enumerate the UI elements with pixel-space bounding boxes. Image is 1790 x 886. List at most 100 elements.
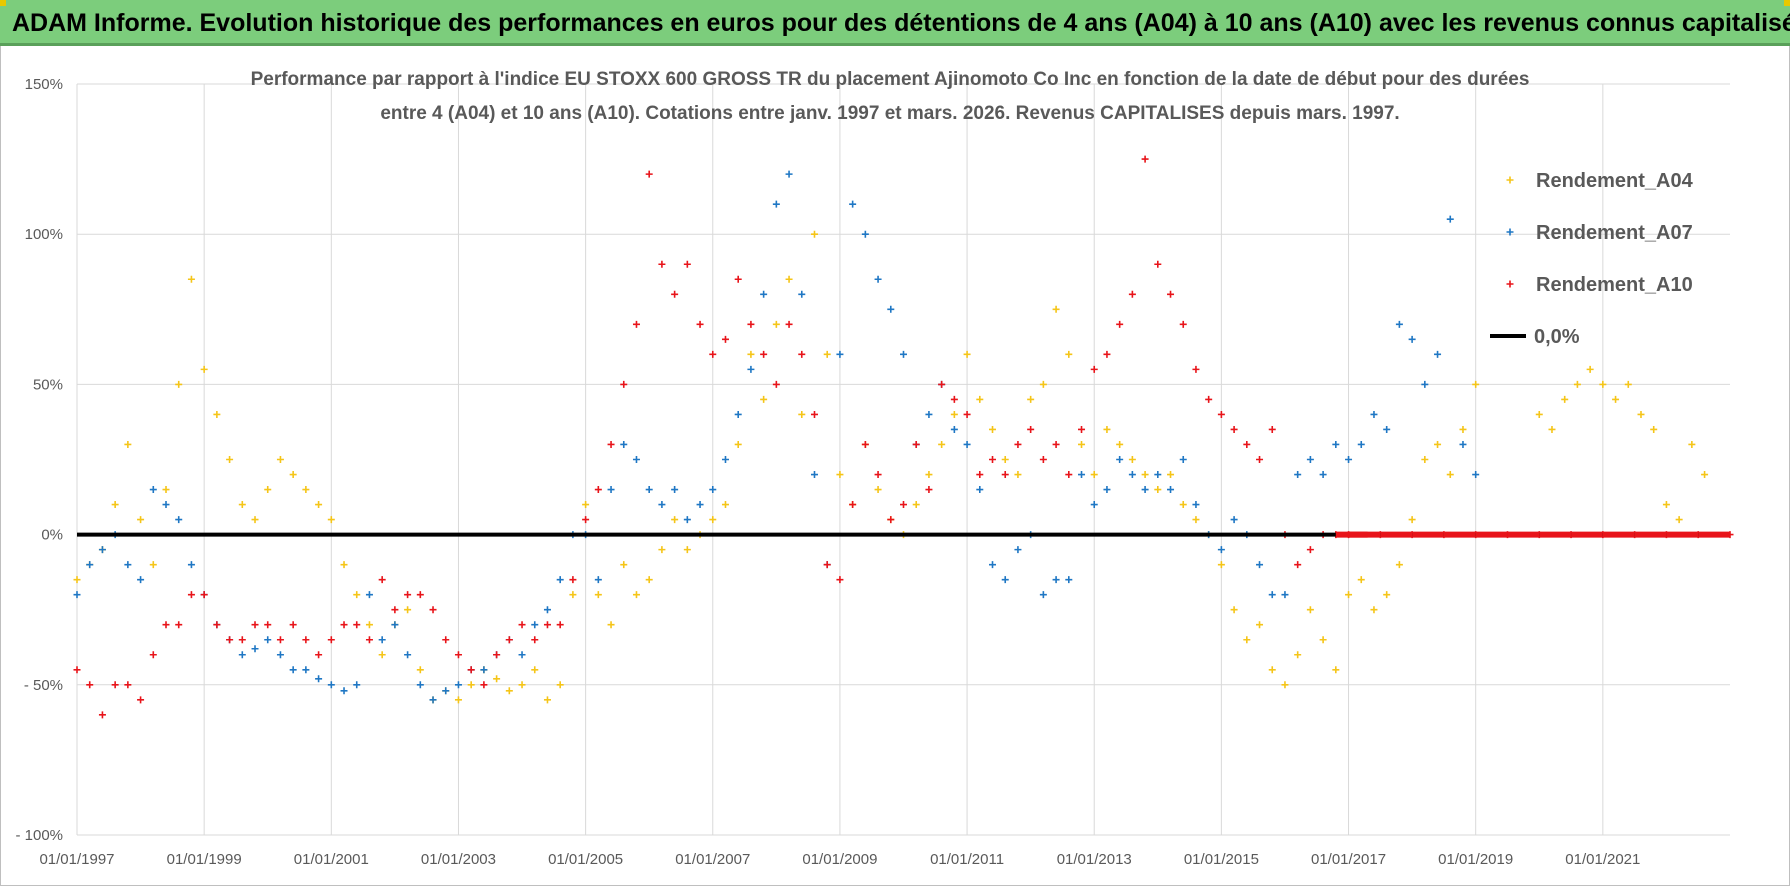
- point-A07: [251, 645, 259, 653]
- point-A04: [200, 365, 208, 373]
- point-A10: [1256, 456, 1264, 463]
- point-A07: [1268, 591, 1276, 599]
- point-A04: [1103, 425, 1111, 433]
- point-A10: [175, 621, 183, 629]
- point-A07: [276, 651, 284, 659]
- point-A10: [1141, 155, 1149, 163]
- point-A10: [874, 471, 882, 479]
- point-A07: [1230, 516, 1238, 524]
- x-tick-label: 01/01/2003: [421, 851, 496, 868]
- point-A07: [1472, 471, 1480, 479]
- point-A10: [861, 440, 869, 448]
- point-A10: [1306, 546, 1314, 554]
- point-A07: [1154, 471, 1162, 479]
- y-tick-label: 100%: [25, 226, 63, 243]
- point-A04: [671, 516, 679, 524]
- point-A04: [1039, 380, 1047, 388]
- point-A04: [734, 440, 742, 448]
- point-A04: [1001, 456, 1009, 463]
- point-A10: [505, 636, 513, 644]
- point-A04: [1230, 606, 1238, 614]
- point-A07: [289, 666, 297, 674]
- x-tick-label: 01/01/2019: [1438, 851, 1513, 868]
- point-A10: [696, 320, 704, 328]
- point-A10: [683, 260, 691, 268]
- point-A07: [353, 681, 361, 689]
- point-A07: [645, 486, 653, 494]
- chart-title-line-1: Performance par rapport à l'indice EU ST…: [250, 69, 1530, 90]
- y-tick-label: - 50%: [24, 677, 63, 694]
- point-A04: [798, 410, 806, 418]
- point-A04: [1345, 591, 1353, 599]
- point-A07: [124, 561, 132, 569]
- point-A04: [658, 546, 666, 554]
- point-A04: [302, 486, 310, 494]
- point-A07: [378, 636, 386, 644]
- point-A07: [861, 230, 869, 238]
- point-A07: [442, 687, 450, 695]
- point-A07: [1179, 456, 1187, 463]
- x-tick-label: 01/01/2005: [548, 851, 623, 868]
- point-A04: [1167, 471, 1175, 479]
- chart-legend: Rendement_A04 Rendement_A07 Rendement_A10 0…: [1490, 170, 1694, 348]
- point-A04: [1586, 365, 1594, 373]
- point-A04: [1192, 516, 1200, 524]
- point-A07: [900, 350, 907, 358]
- banner-corner-left: [0, 0, 6, 6]
- point-A04: [950, 410, 958, 418]
- point-A10: [467, 666, 475, 674]
- point-A07: [391, 621, 399, 629]
- point-A07: [480, 666, 488, 674]
- point-A04: [1688, 440, 1696, 448]
- point-A04: [1014, 471, 1022, 479]
- point-A04: [73, 576, 81, 584]
- point-A07: [264, 636, 272, 644]
- point-A04: [632, 591, 640, 599]
- point-A10: [226, 636, 234, 644]
- point-A04: [1383, 591, 1391, 599]
- point-A10: [518, 621, 526, 629]
- point-A07: [658, 501, 666, 509]
- point-A04: [785, 275, 793, 283]
- point-A07: [1090, 501, 1098, 509]
- point-A10: [607, 440, 615, 448]
- series-A07: [73, 170, 1480, 704]
- point-A10: [416, 591, 424, 599]
- point-A10: [365, 636, 373, 644]
- point-A07: [1421, 380, 1429, 388]
- point-A04: [620, 561, 628, 569]
- banner-corner-right: [1784, 0, 1790, 6]
- point-A10: [1090, 365, 1098, 373]
- point-A04: [976, 395, 984, 403]
- point-A10: [645, 170, 653, 178]
- point-A07: [543, 606, 551, 614]
- point-A10: [1078, 425, 1086, 433]
- point-A10: [582, 516, 590, 524]
- point-A04: [1141, 471, 1149, 479]
- point-A10: [836, 576, 844, 584]
- point-A10: [1167, 290, 1175, 298]
- point-A07: [340, 687, 348, 695]
- point-A07: [1332, 440, 1340, 448]
- x-tick-label: 01/01/2011: [930, 851, 1004, 868]
- point-A04: [187, 275, 195, 283]
- y-tick-label: 50%: [33, 376, 63, 393]
- point-A04: [1548, 425, 1556, 433]
- point-A04: [594, 591, 602, 599]
- point-A10: [1294, 561, 1302, 569]
- point-A04: [1395, 561, 1403, 569]
- point-A07: [518, 651, 526, 659]
- point-A10: [594, 486, 602, 494]
- point-A10: [200, 591, 208, 599]
- point-A04: [162, 486, 170, 494]
- point-A04: [1599, 380, 1607, 388]
- report-banner-title: ADAM Informe. Evolution historique des p…: [0, 0, 1790, 46]
- point-A10: [149, 651, 157, 659]
- point-A04: [1573, 380, 1581, 388]
- point-A04: [1116, 440, 1124, 448]
- point-A07: [1039, 591, 1047, 599]
- point-A07: [73, 591, 81, 599]
- point-A10: [442, 636, 450, 644]
- point-A10: [849, 501, 857, 509]
